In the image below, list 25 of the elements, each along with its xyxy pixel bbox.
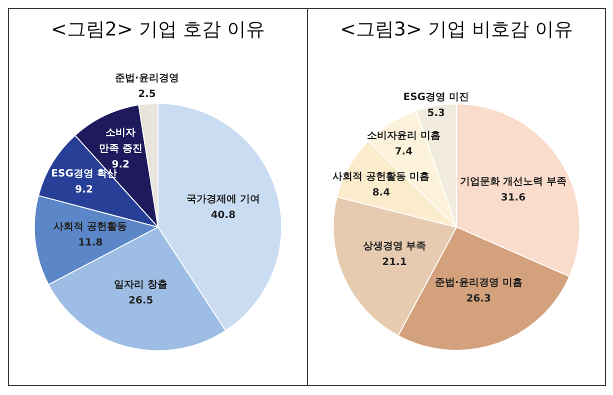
data-label: 8.4	[372, 187, 390, 198]
data-label: 9.2	[75, 184, 93, 196]
data-label: 5.3	[427, 108, 445, 120]
chart-title: <그림2> 기업 호감 이유	[50, 18, 266, 40]
data-label: 31.6	[500, 192, 526, 204]
data-label: 26.5	[128, 295, 154, 306]
slice-label: 기업문화 개선노력 부족	[460, 176, 567, 188]
data-label: 21.1	[382, 256, 407, 268]
data-label: 11.8	[78, 237, 103, 248]
slice-label: 소비자윤리 미흡	[366, 130, 440, 142]
slice-label: 준법·윤리경영	[115, 73, 179, 84]
slice-label: 사회적 공헌활동	[54, 221, 128, 232]
slice-label: 상생경영 부족	[362, 240, 426, 252]
chart-title: <그림3> 기업 비호감 이유	[340, 18, 574, 40]
slice-label: 국가경제에 기여	[186, 194, 260, 206]
slice-label: 일자리 창출	[114, 279, 168, 290]
data-label: 2.5	[138, 89, 156, 100]
data-label: 40.8	[210, 210, 236, 222]
slice-label: 준법·윤리경영 미흡	[435, 278, 522, 289]
slice-label: ESG경영 미진	[403, 92, 469, 104]
data-label: 9.2	[112, 159, 130, 170]
data-label: 26.3	[466, 294, 492, 305]
data-label: 7.4	[394, 146, 413, 158]
slice-label: 소비자 만족 증진	[98, 127, 142, 154]
slice-label: 사회적 공헌활동 미흡	[332, 171, 430, 182]
